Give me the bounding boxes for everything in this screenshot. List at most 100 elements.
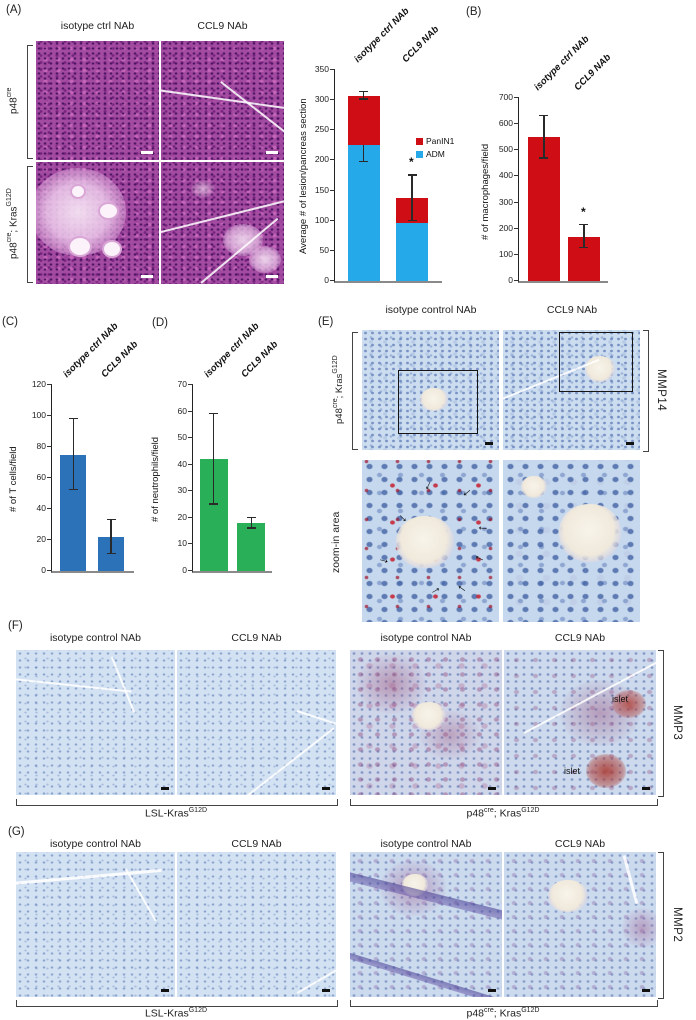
axis-tick	[330, 219, 335, 221]
tissue-septum	[111, 656, 136, 713]
panel-a-col2-header: CCL9 NAb	[197, 20, 248, 32]
mmp14-micrograph-ccl9	[503, 330, 640, 450]
axis-tick	[330, 159, 335, 161]
panel-g-header-4: CCL9 NAb	[554, 838, 606, 850]
neutrophil-chart-ylabel: # of neutrophils/field	[150, 436, 161, 522]
axis-tick	[47, 539, 52, 540]
scale-bar	[141, 275, 153, 278]
arrow-icon: →	[376, 549, 393, 568]
error-bar-cap	[106, 518, 116, 520]
error-bar-cap	[579, 247, 589, 249]
legend-swatch	[416, 137, 423, 145]
error-bar-cap	[407, 220, 417, 222]
bar-segment	[347, 145, 380, 281]
duct	[412, 702, 446, 730]
arrow-icon: →	[420, 477, 441, 496]
islet-annotation: islet	[612, 694, 629, 704]
tcell-chart-ylabel: # of T cells/field	[8, 446, 19, 512]
scale-bar	[161, 787, 169, 790]
macrophage-chart-ylabel: # of macrophages/field	[480, 143, 491, 241]
panel-f-bracket	[658, 650, 664, 797]
panel-e-row1-label: p48cre; KrasG12D	[332, 355, 346, 425]
scale-bar	[488, 989, 496, 992]
axis-tick-label: 100	[314, 214, 329, 225]
panel-g-bracket	[658, 852, 664, 999]
axis-tick	[514, 253, 519, 255]
axis-tick-label: 20	[36, 534, 46, 544]
axis-tick	[514, 149, 519, 151]
error-bar	[411, 175, 413, 222]
error-bar	[110, 519, 112, 554]
bar-segment	[527, 137, 560, 281]
axis-tick-label: 300	[314, 94, 329, 105]
significance-marker: *	[409, 155, 414, 170]
axis-tick	[188, 410, 193, 412]
legend-label: PanIN1	[426, 136, 455, 146]
neutrophil-chart: # of neutrophils/field 0 10 20 30 40 50 60 70 is…	[148, 321, 282, 578]
axis-tick-label: 0	[324, 275, 329, 285]
mmp3-micrograph-p48-isotype	[350, 650, 502, 795]
axis-tick	[514, 280, 519, 281]
panel-c-label: (C)	[2, 316, 18, 328]
inset-box	[398, 370, 478, 434]
error-bar-cap	[359, 91, 369, 93]
scale-bar	[161, 989, 169, 992]
duct	[102, 240, 122, 258]
panel-e-side-label: MMP14	[655, 368, 667, 412]
panel-g-group2-label: p48cre; KrasG12D	[466, 1007, 540, 1020]
axis-tick-label: 250	[314, 124, 329, 135]
axis-tick-label: 60	[36, 472, 46, 482]
mmp2-micrograph-lsl-isotype	[16, 852, 175, 997]
axis-tick	[47, 508, 52, 509]
neutrophil-chart-plot: 0 10 20 30 40 50 60 70 isotype ctrl NAb CCL9 NAb	[178, 321, 281, 575]
panel-a-row2-label: p48cre; KrasG12D	[6, 188, 20, 260]
category-label: CCL9 NAb	[99, 338, 141, 380]
panel-a-col1-header: isotype ctrl NAb	[60, 20, 135, 32]
axis-tick-label: 30	[177, 485, 187, 496]
axis-tick-label: 200	[498, 222, 513, 233]
error-bar-cap	[106, 552, 116, 554]
legend-label: ADM	[426, 149, 445, 159]
mmp14-micrograph-isotype	[362, 330, 499, 450]
legend-swatch	[416, 150, 423, 158]
islet-stain	[612, 690, 646, 718]
scale-bar	[141, 151, 153, 154]
duct	[585, 356, 615, 382]
scale-bar	[322, 989, 330, 992]
panel-b-label: (B)	[466, 6, 482, 18]
tissue-septum	[125, 868, 157, 922]
panel-e-col1-header: isotype control NAb	[385, 304, 477, 316]
stain-patch	[356, 654, 426, 714]
axis-tick-label: 700	[498, 92, 513, 102]
bar-segment	[237, 523, 266, 571]
axis-tick-label: 60	[177, 405, 187, 416]
tissue-septum	[220, 81, 284, 138]
duct	[521, 476, 547, 498]
axis-tick	[188, 463, 193, 465]
category-label: CCL9 NAb	[400, 23, 442, 65]
panel-f-header-2: CCL9 NAb	[231, 632, 282, 644]
panel-g-header-2: CCL9 NAb	[231, 838, 282, 850]
panel-a-label: (A)	[6, 4, 22, 16]
macrophage-chart: # of macrophages/field 0 100 200 300 400 500 6…	[478, 8, 620, 288]
axis-tick	[514, 123, 519, 125]
error-bar-cap	[246, 527, 256, 529]
axis-tick	[330, 99, 335, 101]
bar-segment	[396, 222, 429, 281]
error-bar	[250, 517, 253, 529]
row-bracket	[27, 45, 33, 159]
error-bar-cap	[68, 489, 78, 491]
scale-bar	[485, 442, 493, 445]
tissue-septum	[296, 962, 336, 994]
axis-tick	[188, 437, 193, 439]
lesion-area	[249, 246, 281, 273]
panel-a-row1-label: p48cre	[6, 87, 20, 115]
axis-tick-label: 100	[31, 410, 46, 420]
panel-f-header-1: isotype control NAb	[49, 632, 142, 644]
arrow-icon: →	[450, 580, 471, 601]
axis-tick	[514, 175, 519, 177]
duct	[420, 388, 448, 411]
panel-f-side-label: MMP3	[671, 704, 683, 741]
error-bar-cap	[359, 161, 369, 163]
